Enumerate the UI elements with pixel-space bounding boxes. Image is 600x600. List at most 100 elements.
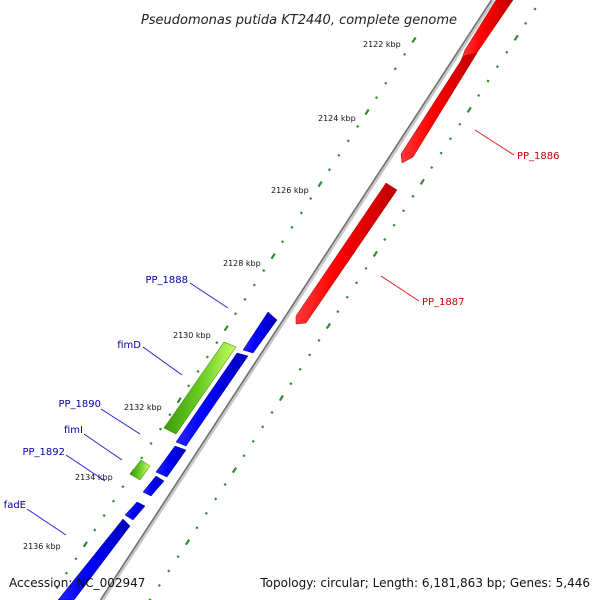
- minor-tick-mark: [402, 209, 406, 213]
- gene-fimd[interactable]: [163, 341, 237, 435]
- major-tick-mark: [231, 467, 238, 474]
- tick-labels: 2122 kbp 2124 kbp 2126 kbp 2128 kbp 2130…: [23, 40, 401, 551]
- minor-tick-mark: [187, 384, 191, 388]
- leader-fade: [26, 508, 67, 536]
- accession-text: Accession: NC_002947: [9, 576, 146, 590]
- minor-tick-mark: [327, 168, 332, 172]
- gene-labels: PP_1886 PP_1887 PP_1888 fimD PP_1890 fim…: [4, 151, 560, 511]
- minor-tick-mark: [290, 225, 294, 229]
- minor-tick-mark: [337, 153, 341, 157]
- leader-pp-1892: [65, 454, 106, 482]
- gene-pp-1888[interactable]: [242, 311, 278, 354]
- major-tick-mark: [513, 34, 519, 41]
- tick-label: 2122 kbp: [363, 40, 401, 49]
- minor-tick-mark: [242, 454, 246, 458]
- minor-tick-mark: [356, 124, 360, 128]
- major-tick-mark: [223, 325, 229, 332]
- major-tick-mark: [325, 322, 331, 330]
- gene-pp-1886[interactable]: [400, 52, 478, 164]
- minor-tick-mark: [270, 410, 274, 415]
- major-tick-mark: [278, 394, 285, 402]
- gene-fimi[interactable]: [129, 459, 151, 481]
- minor-tick-mark: [439, 151, 443, 155]
- minor-tick-mark: [393, 67, 397, 71]
- gene-label-pp-1890[interactable]: PP_1890: [58, 399, 101, 410]
- minor-tick-mark: [196, 369, 200, 373]
- tick-label: 2136 kbp: [23, 542, 61, 551]
- genome-backbone: [100, 0, 495, 600]
- major-tick-mark: [82, 541, 88, 548]
- gene-pp-1892-reverse[interactable]: [124, 501, 146, 521]
- gene-fade-reverse[interactable]: [57, 518, 131, 600]
- gene-label-pp-1886[interactable]: PP_1886: [517, 151, 560, 162]
- minor-tick-mark: [317, 338, 321, 342]
- minor-tick-mark: [261, 425, 265, 429]
- minor-tick-mark: [486, 79, 490, 83]
- minor-tick-mark: [355, 281, 359, 285]
- minor-tick-mark: [243, 297, 247, 301]
- minor-tick-mark: [204, 511, 208, 515]
- leader-pp-1890: [100, 408, 141, 435]
- minor-tick-mark: [308, 353, 312, 357]
- major-tick-mark: [176, 397, 182, 404]
- tick-label: 2132 kbp: [124, 403, 162, 412]
- gene-label-fimd[interactable]: fimD: [117, 340, 141, 351]
- tick-label: 2134 kbp: [75, 473, 113, 482]
- gene-fimd-reverse[interactable]: [175, 352, 249, 447]
- minor-tick-mark: [158, 427, 162, 431]
- gene-label-pp-1892[interactable]: PP_1892: [22, 447, 65, 458]
- gene-label-pp-1888[interactable]: PP_1888: [145, 275, 188, 286]
- leader-pp-1887: [380, 275, 420, 302]
- minor-tick-mark: [214, 497, 218, 501]
- minor-tick-mark: [223, 483, 227, 487]
- minor-tick-mark: [252, 283, 256, 287]
- minor-tick-mark: [309, 196, 313, 201]
- major-tick-mark: [419, 178, 425, 186]
- map-title: Pseudomonas putida KT2440, complete geno…: [141, 13, 457, 28]
- minor-tick-mark: [176, 555, 180, 559]
- reverse-strand-genes: [57, 311, 278, 600]
- minor-tick-mark: [55, 586, 59, 590]
- minor-tick-mark: [121, 485, 125, 489]
- minor-tick-mark: [384, 81, 388, 85]
- minor-tick-mark: [251, 439, 255, 443]
- minor-tick-mark: [346, 139, 350, 143]
- minor-tick-mark: [336, 310, 340, 314]
- minor-tick-mark: [364, 266, 368, 270]
- minor-tick-mark: [167, 569, 171, 573]
- minor-tick-mark: [65, 571, 69, 575]
- minor-tick-mark: [392, 223, 396, 227]
- genome-summary-text: Topology: circular; Length: 6,181,863 bp…: [260, 576, 590, 590]
- feature-genes: [129, 341, 237, 481]
- minor-tick-mark: [495, 65, 499, 69]
- minor-tick-mark: [111, 499, 116, 503]
- minor-tick-mark: [524, 21, 528, 25]
- minor-tick-mark: [299, 211, 303, 215]
- gene-label-pp-1887[interactable]: PP_1887: [422, 297, 465, 308]
- major-tick-mark: [466, 106, 472, 113]
- label-leaders: [26, 129, 515, 536]
- minor-tick-mark: [140, 456, 144, 460]
- major-tick-mark: [364, 108, 370, 116]
- minor-tick-mark: [215, 341, 219, 345]
- gene-fimi-reverse[interactable]: [142, 475, 165, 497]
- gene-pp-1890-reverse[interactable]: [155, 445, 187, 478]
- genome-backbone-edge: [99, 0, 493, 600]
- minor-tick-mark: [289, 382, 293, 386]
- minor-tick-mark: [168, 413, 172, 417]
- minor-tick-mark: [383, 238, 387, 242]
- tick-label: 2128 kbp: [223, 259, 261, 268]
- gene-label-fimi[interactable]: fimI: [64, 425, 83, 436]
- inner-tick-track: [148, 7, 537, 600]
- minor-tick-mark: [298, 367, 302, 371]
- minor-tick-mark: [195, 526, 199, 530]
- minor-tick-mark: [403, 52, 407, 56]
- minor-tick-mark: [374, 96, 378, 100]
- gene-pp-1887[interactable]: [295, 182, 398, 325]
- leader-pp-1888: [189, 282, 229, 309]
- leader-fimi: [83, 433, 123, 461]
- minor-tick-mark: [157, 583, 161, 587]
- gene-label-fade[interactable]: fadE: [4, 500, 26, 511]
- minor-tick-mark: [93, 528, 97, 532]
